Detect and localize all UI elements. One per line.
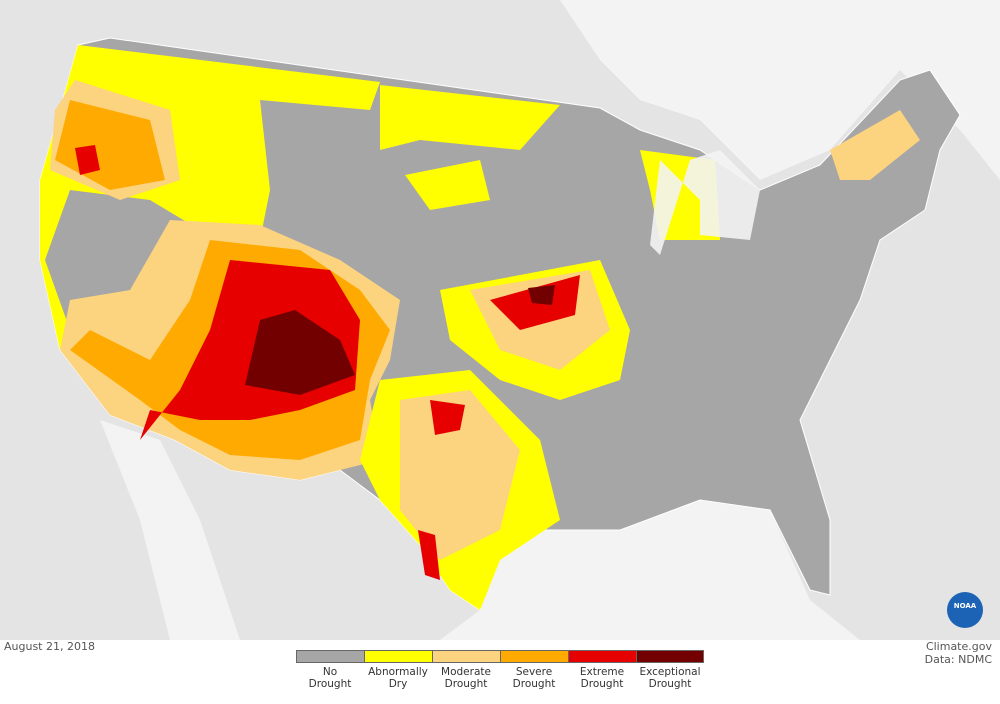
credit-source: Data: NDMC [924, 653, 992, 666]
drought-area [245, 310, 355, 395]
logo: NOAA [947, 592, 983, 628]
legend-item: Extreme Drought [568, 650, 636, 690]
great-lakes [640, 140, 760, 255]
legend-swatch [364, 650, 432, 663]
drought-area [400, 390, 520, 560]
legend-item: Severe Drought [500, 650, 568, 690]
logo-text: NOAA [954, 602, 977, 610]
drought-area [418, 530, 440, 580]
legend-label: Exceptional Drought [639, 666, 701, 690]
legend-label: Moderate Drought [441, 666, 491, 690]
legend-label: Extreme Drought [579, 666, 625, 690]
legend-label: Abnormally Dry [368, 666, 428, 690]
drought-areas [40, 45, 920, 610]
legend-swatch [432, 650, 500, 663]
legend-swatch [636, 650, 704, 663]
water [440, 500, 860, 640]
legend-label: No Drought [308, 666, 352, 690]
drought-area [140, 260, 360, 440]
credit-site: Climate.gov [925, 640, 992, 653]
logo-circle [947, 592, 983, 628]
drought-area [405, 160, 490, 210]
legend-label: Severe Drought [512, 666, 556, 690]
legend-item: No Drought [296, 650, 364, 690]
legend-item: Moderate Drought [432, 650, 500, 690]
drought-area [830, 110, 920, 180]
water [560, 0, 1000, 180]
drought-area [75, 145, 100, 175]
legend-swatch [568, 650, 636, 663]
drought-area [380, 85, 560, 150]
legend-swatch [296, 650, 364, 663]
water [100, 420, 240, 640]
date: August 21, 2018 [4, 640, 95, 653]
credit: Climate.gov Data: NDMC [925, 640, 992, 666]
drought-area [528, 285, 555, 305]
legend-item: Exceptional Drought [636, 650, 704, 690]
map: NOAA [0, 0, 1000, 640]
legend-swatch [500, 650, 568, 663]
legend-item: Abnormally Dry [364, 650, 432, 690]
drought-area [430, 400, 465, 435]
legend: No Drought Abnormally Dry Moderate Drought… [296, 650, 704, 690]
